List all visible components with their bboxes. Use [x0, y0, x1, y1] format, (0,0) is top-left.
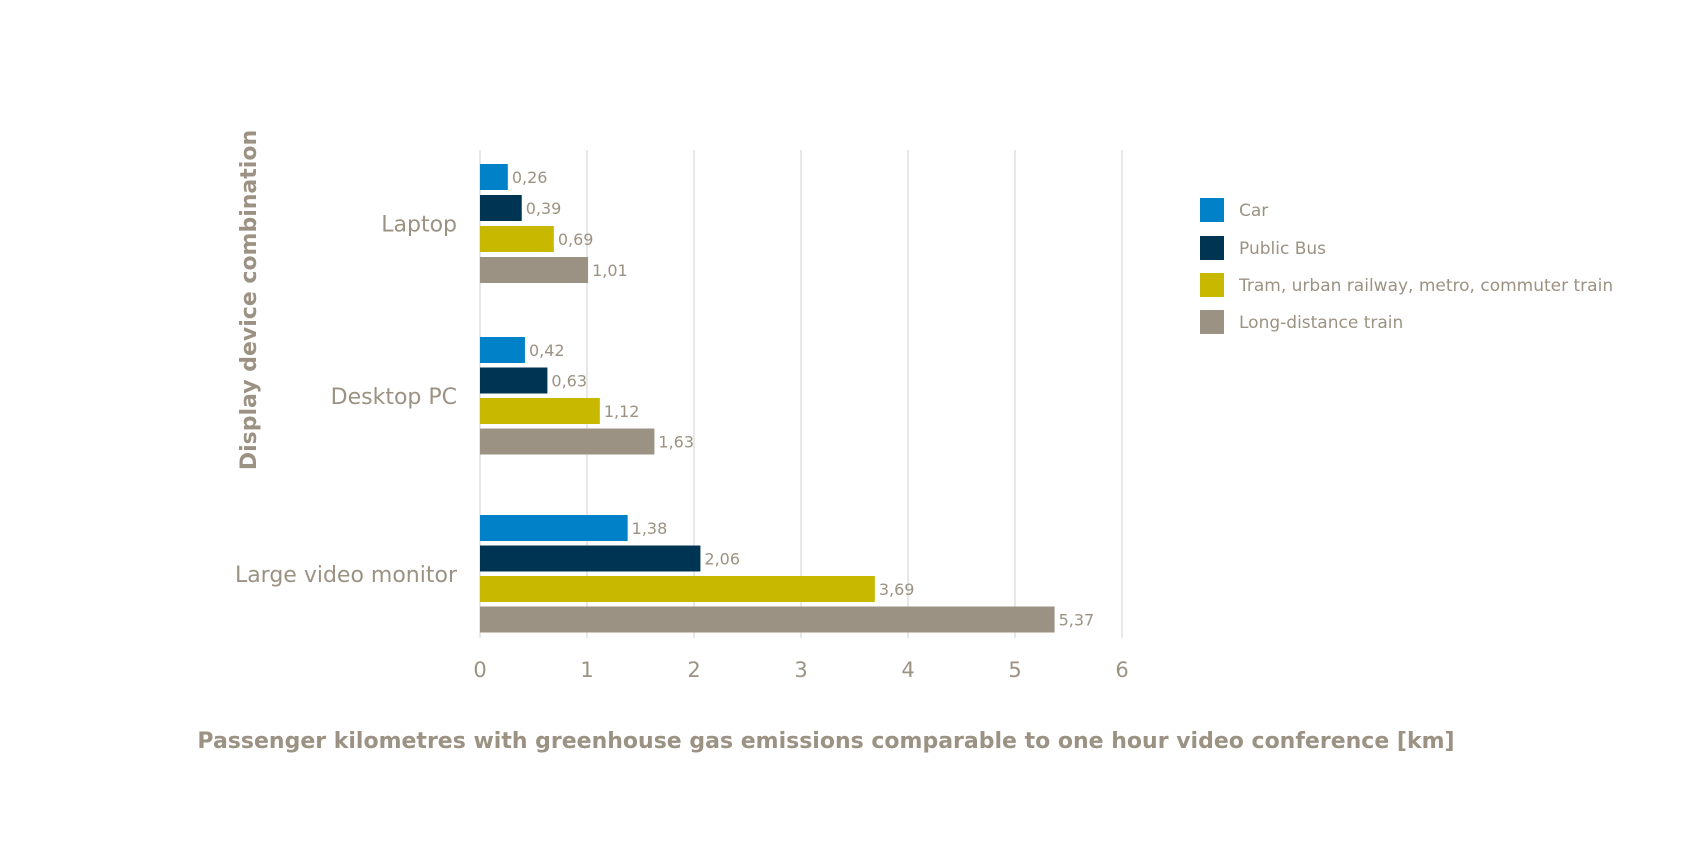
data-label: 5,37	[1059, 611, 1095, 630]
legend-swatch	[1200, 273, 1224, 297]
bar	[480, 576, 875, 602]
x-axis-title: Passenger kilometres with greenhouse gas…	[197, 729, 1454, 754]
legend: Car Public Bus Tram, urban railway, metro,…	[1200, 198, 1613, 334]
x-tick-labels: 0 1 2 3 4 5 6	[473, 658, 1128, 682]
data-label: 0,63	[551, 372, 587, 391]
bar	[480, 164, 508, 190]
category-labels: Laptop Desktop PC Large video monitor	[235, 213, 458, 588]
bar	[480, 515, 628, 541]
legend-swatch	[1200, 310, 1224, 334]
x-tick-label: 3	[794, 658, 807, 682]
bar	[480, 428, 655, 455]
legend-swatch	[1200, 236, 1224, 260]
category-label: Large video monitor	[235, 563, 458, 588]
x-tick-label: 5	[1008, 658, 1021, 682]
bar	[480, 257, 589, 283]
bar	[480, 398, 600, 424]
legend-label: Public Bus	[1239, 239, 1326, 259]
x-tick-label: 0	[473, 658, 486, 682]
legend-label: Car	[1239, 201, 1268, 221]
data-label: 1,63	[658, 433, 694, 452]
data-label: 0,42	[529, 341, 565, 360]
x-tick-label: 6	[1115, 658, 1128, 682]
category-label: Laptop	[381, 213, 457, 238]
x-tick-label: 1	[580, 658, 593, 682]
legend-label: Tram, urban railway, metro, commuter tra…	[1238, 276, 1613, 296]
data-label: 1,01	[592, 261, 628, 280]
legend-label: Long-distance train	[1239, 313, 1403, 333]
data-label: 3,69	[879, 580, 915, 599]
data-label: 0,39	[526, 199, 562, 218]
data-label: 0,26	[512, 168, 548, 187]
legend-swatch	[1200, 198, 1224, 222]
grid	[479, 150, 1123, 638]
data-label: 1,12	[604, 402, 640, 421]
data-label: 2,06	[704, 550, 740, 569]
bar	[480, 367, 548, 394]
x-tick-label: 2	[687, 658, 700, 682]
bar	[480, 606, 1055, 633]
category-label: Desktop PC	[331, 385, 457, 410]
bars	[480, 164, 1055, 633]
bar	[480, 337, 525, 363]
bar	[480, 226, 554, 252]
bar	[480, 545, 701, 572]
bar	[480, 195, 522, 221]
value-labels: 0,26 0,39 0,69 1,01 0,42 0,63 1,12 1,63 1,38 2,06…	[512, 168, 1094, 630]
data-label: 0,69	[558, 230, 594, 249]
y-axis-title: Display device combination	[237, 130, 262, 470]
x-tick-label: 4	[901, 658, 914, 682]
data-label: 1,38	[632, 519, 668, 538]
